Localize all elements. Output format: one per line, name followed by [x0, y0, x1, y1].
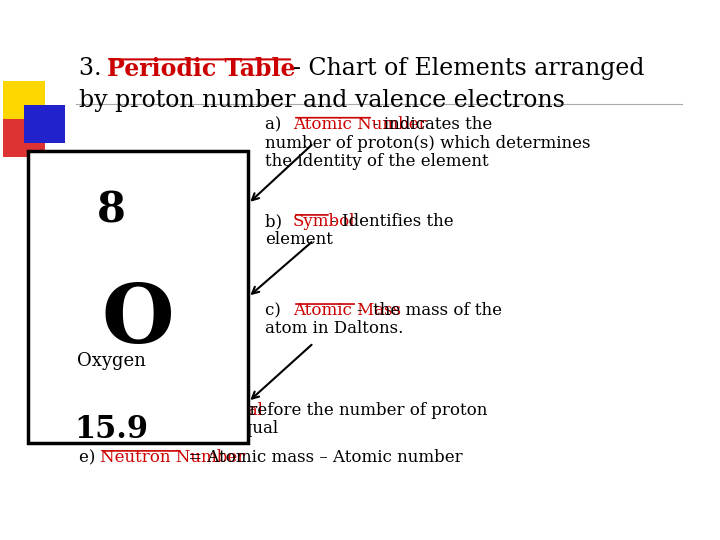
Text: b): b) [266, 213, 293, 230]
Text: a): a) [266, 116, 292, 133]
FancyBboxPatch shape [24, 105, 66, 143]
Text: - Chart of Elements arranged: - Chart of Elements arranged [293, 57, 644, 80]
Text: e): e) [79, 449, 101, 466]
Text: Symbol: Symbol [293, 213, 356, 230]
Text: -  the mass of the: - the mass of the [357, 302, 502, 319]
Text: c): c) [266, 302, 292, 319]
Text: - indicates the: - indicates the [373, 116, 492, 133]
FancyBboxPatch shape [27, 151, 248, 443]
Text: 3.: 3. [79, 57, 117, 80]
Text: = Atomic mass – Atomic number: = Atomic mass – Atomic number [183, 449, 462, 466]
Text: d): d) [79, 402, 107, 419]
Text: element: element [266, 231, 333, 248]
Text: Atoms are Neutral: Atoms are Neutral [107, 402, 263, 419]
Text: - Therefore the number of proton: - Therefore the number of proton [207, 402, 487, 419]
Text: Periodic Table: Periodic Table [107, 57, 295, 80]
FancyBboxPatch shape [4, 81, 45, 119]
Text: the identity of the element: the identity of the element [266, 153, 489, 170]
Text: number of proton(s) which determines: number of proton(s) which determines [266, 135, 591, 152]
Text: 8: 8 [97, 189, 126, 231]
Text: Atomic Mass: Atomic Mass [293, 302, 401, 319]
Text: by proton number and valence electrons: by proton number and valence electrons [79, 89, 565, 112]
Text: atom in Daltons.: atom in Daltons. [266, 320, 404, 337]
Text: and electrons are equal: and electrons are equal [79, 420, 279, 437]
Text: - Identifies the: - Identifies the [331, 213, 454, 230]
Text: Atomic Number: Atomic Number [293, 116, 426, 133]
Text: Oxygen: Oxygen [77, 353, 146, 370]
Text: O: O [102, 280, 174, 360]
Text: 15.9: 15.9 [74, 414, 148, 444]
FancyBboxPatch shape [4, 119, 45, 157]
Text: Neutron Number: Neutron Number [100, 449, 246, 466]
